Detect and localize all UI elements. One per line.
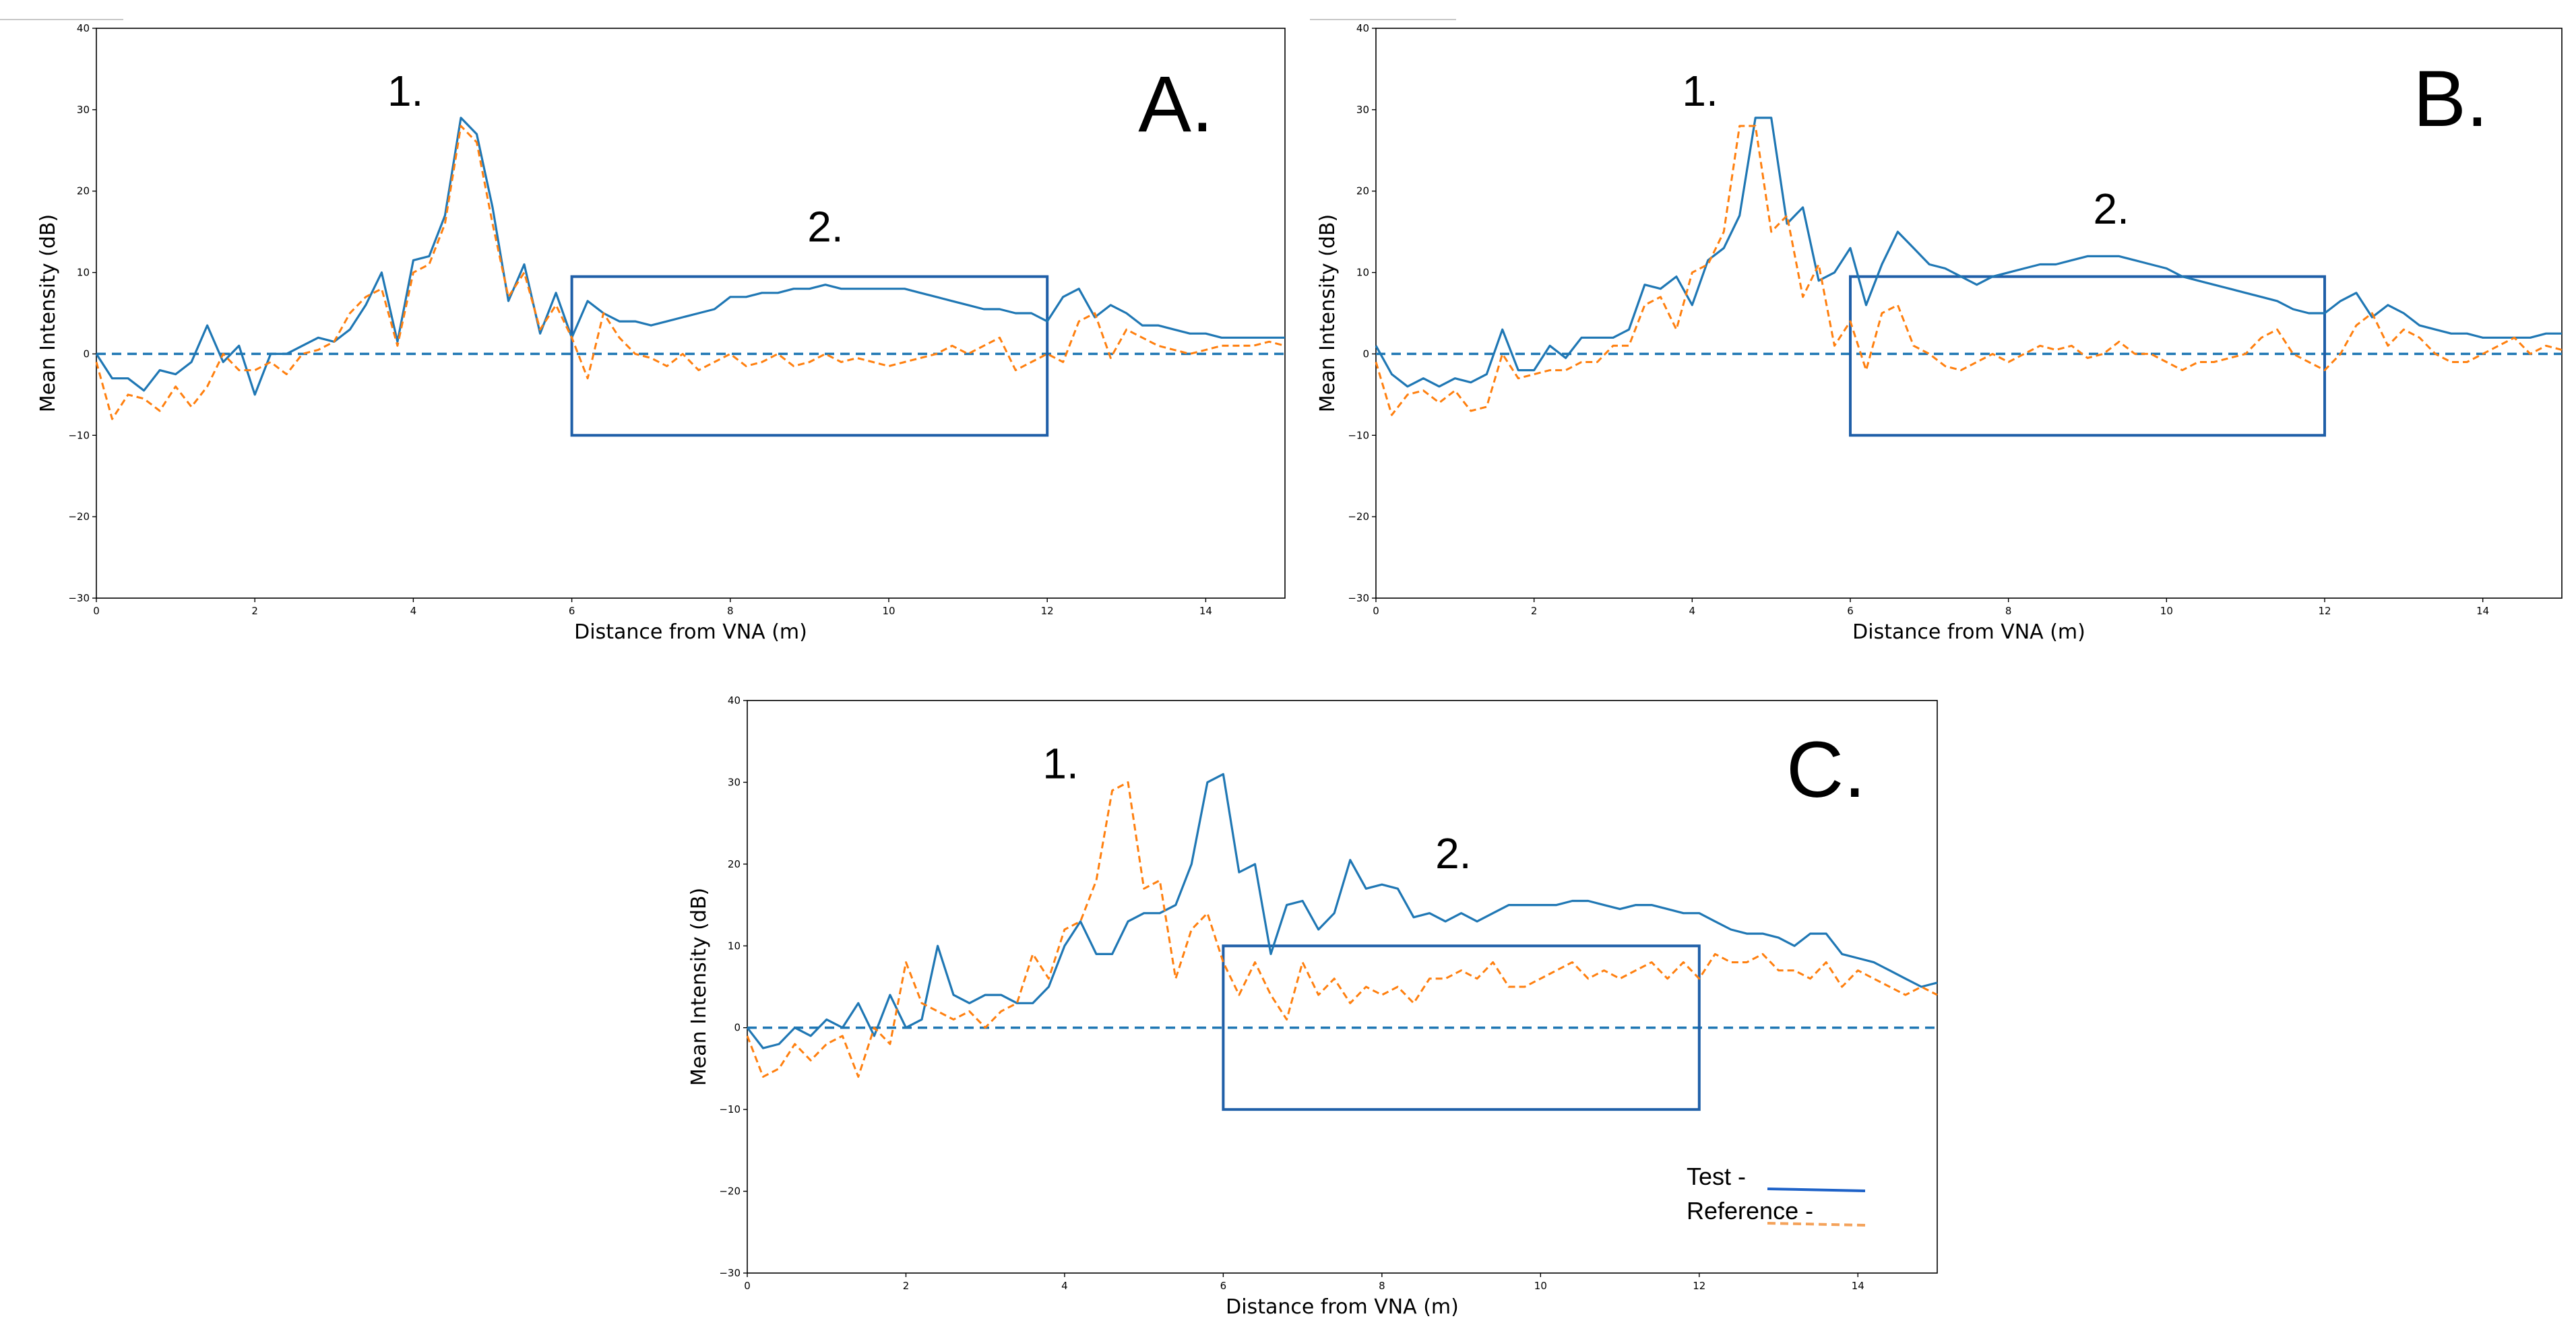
region-box — [570, 275, 1049, 437]
x-tick-label: 12 — [1693, 1280, 1705, 1292]
y-tick-label: 30 — [77, 104, 90, 116]
y-tick-label: 0 — [734, 1022, 741, 1034]
x-axis-label: Distance from VNA (m) — [1852, 620, 2085, 644]
reference-series-line — [746, 781, 1938, 1078]
panel-letter: A. — [1138, 60, 1214, 149]
y-tick-label: 30 — [1356, 104, 1369, 116]
x-tick-label: 4 — [410, 605, 417, 617]
x-tick-label: 2 — [1531, 605, 1538, 617]
y-tick-label: −10 — [719, 1103, 741, 1115]
x-tick-label: 4 — [1061, 1280, 1068, 1292]
y-tick-label: 40 — [77, 22, 90, 34]
reference-series-line — [1375, 125, 2563, 416]
y-tick-label: 40 — [728, 694, 741, 707]
y-tick-label: −10 — [1348, 429, 1369, 441]
x-tick-label: 14 — [1852, 1280, 1864, 1292]
annotation-label: 1. — [1682, 67, 1718, 115]
y-tick-label: −10 — [68, 429, 90, 441]
annotation-label: 2. — [807, 203, 843, 251]
x-tick-label: 8 — [2005, 605, 2012, 617]
legend-reference-swatch — [1767, 1222, 1866, 1227]
x-tick-label: 6 — [569, 605, 575, 617]
y-tick-label: 20 — [1356, 185, 1369, 197]
x-tick-label: 0 — [93, 605, 100, 617]
x-tick-label: 4 — [1689, 605, 1696, 617]
plot-frame — [1375, 28, 2563, 599]
legend-label: Test - — [1687, 1163, 1746, 1190]
x-tick-label: 6 — [1847, 605, 1854, 617]
test-series-line — [746, 773, 1938, 1049]
x-tick-label: 6 — [1220, 1280, 1227, 1292]
y-tick-label: 20 — [728, 858, 741, 870]
annotation-label: 2. — [2094, 185, 2129, 233]
x-tick-label: 10 — [1534, 1280, 1547, 1292]
panel-letter: B. — [2413, 55, 2488, 143]
y-tick-label: 30 — [728, 776, 741, 788]
annotation-label: 2. — [1435, 829, 1471, 878]
y-tick-label: 10 — [728, 940, 741, 952]
x-tick-label: 14 — [2476, 605, 2489, 617]
y-tick-label: −30 — [68, 592, 90, 604]
y-tick-label: 0 — [1362, 348, 1369, 360]
test-series-line — [95, 117, 1285, 396]
annotation-label: 1. — [1042, 739, 1078, 787]
y-axis-label: Mean Intensity (dB) — [687, 888, 711, 1086]
y-tick-label: −20 — [1348, 511, 1369, 523]
y-axis-label: Mean Intensity (dB) — [1316, 214, 1340, 412]
y-tick-label: 0 — [83, 348, 90, 360]
x-tick-label: 10 — [2160, 605, 2173, 617]
y-tick-label: −20 — [719, 1185, 741, 1198]
y-tick-label: −20 — [68, 511, 90, 523]
chart-panel: 0 2 4 6 8 10 12 14 −30 −20 −10 0 10 20 30 40 Distance fr… — [36, 22, 1286, 644]
x-axis-label: Distance from VNA (m) — [1226, 1295, 1459, 1319]
y-tick-label: −30 — [719, 1267, 741, 1279]
x-tick-label: 14 — [1199, 605, 1212, 617]
x-tick-label: 0 — [1373, 605, 1379, 617]
y-tick-label: 10 — [77, 267, 90, 279]
y-tick-label: 10 — [1356, 267, 1369, 279]
plot-frame — [747, 700, 1938, 1274]
legend-test-swatch — [1767, 1188, 1866, 1192]
y-tick-label: −30 — [1348, 592, 1369, 604]
y-tick-label: 20 — [77, 185, 90, 197]
x-tick-label: 2 — [251, 605, 258, 617]
x-tick-label: 12 — [2318, 605, 2331, 617]
y-axis-label: Mean Intensity (dB) — [36, 214, 60, 412]
chart-panel: 0 2 4 6 8 10 12 14 −30 −20 −10 0 10 20 30 40 Distance fr… — [1316, 22, 2563, 644]
x-tick-label: 0 — [744, 1280, 751, 1292]
region-box — [1222, 944, 1701, 1111]
chart-panel: 0 2 4 6 8 10 12 14 −30 −20 −10 0 10 20 30 40 Distance fr… — [687, 694, 1938, 1319]
reference-series-line — [95, 125, 1286, 420]
test-series-line — [1375, 117, 2562, 388]
annotation-label: 1. — [387, 67, 423, 115]
region-box — [1849, 275, 2326, 437]
legend-label: Reference - — [1687, 1197, 1813, 1225]
panel-letter: C. — [1786, 725, 1866, 814]
plot-frame — [96, 28, 1286, 599]
x-axis-label: Distance from VNA (m) — [574, 620, 807, 644]
x-tick-label: 2 — [903, 1280, 910, 1292]
legend: Test - Reference - — [1687, 1163, 1866, 1227]
x-tick-label: 8 — [1379, 1280, 1385, 1292]
x-tick-label: 10 — [882, 605, 895, 617]
x-tick-label: 12 — [1041, 605, 1054, 617]
x-tick-label: 8 — [727, 605, 734, 617]
y-tick-label: 40 — [1356, 22, 1369, 34]
